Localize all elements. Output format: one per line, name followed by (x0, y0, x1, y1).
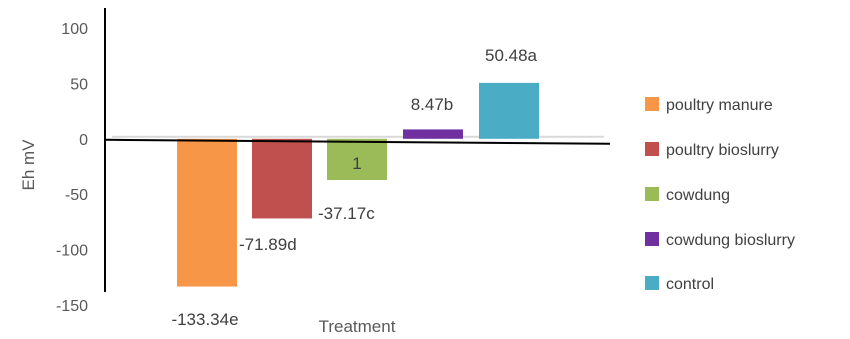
legend-label: cowdung (666, 187, 730, 204)
data-label: -133.34e (171, 310, 238, 329)
data-label: 8.47b (411, 95, 454, 114)
x-axis-line (104, 138, 611, 145)
bar-control (479, 82, 539, 139)
legend-swatch (645, 142, 659, 156)
bar-poultry-manure (177, 138, 237, 287)
y-tick-label: -150 (56, 298, 88, 315)
y-tick-label: 0 (79, 132, 88, 149)
y-tick-label: -100 (56, 243, 88, 260)
legend-swatch (645, 276, 659, 290)
bar-cowdung (327, 138, 387, 180)
legend-label: poultry bioslurry (666, 142, 779, 159)
y-tick-label: -50 (65, 187, 88, 204)
legend-swatch (645, 187, 659, 201)
y-tick-label: 100 (61, 21, 88, 38)
data-label: 50.48a (485, 46, 538, 65)
y-tick-label: 50 (70, 76, 88, 93)
bar-inner-label: 1 (352, 154, 361, 173)
legend: poultry manure poultry bioslurry cowdung co… (645, 97, 795, 293)
axes-group (104, 8, 611, 292)
legend-swatch (645, 97, 659, 111)
data-label: -71.89d (239, 235, 297, 254)
x-axis-title: Treatment (319, 317, 396, 336)
legend-label: cowdung bioslurry (666, 232, 795, 249)
data-label: -37.17c (318, 204, 375, 223)
bar-poultry-bioslurry (252, 138, 312, 219)
legend-label: poultry manure (666, 97, 773, 114)
y-axis-title: Eh mV (19, 139, 38, 191)
legend-label: control (666, 276, 714, 293)
data-labels: -133.34e -71.89d -37.17c 8.47b 50.48a 1 (171, 46, 537, 329)
legend-swatch (645, 232, 659, 246)
y-tick-labels: 100 50 0 -50 -100 -150 (56, 21, 88, 315)
bars-group (177, 82, 539, 287)
bar-cowdung-bioslurry (403, 129, 463, 139)
